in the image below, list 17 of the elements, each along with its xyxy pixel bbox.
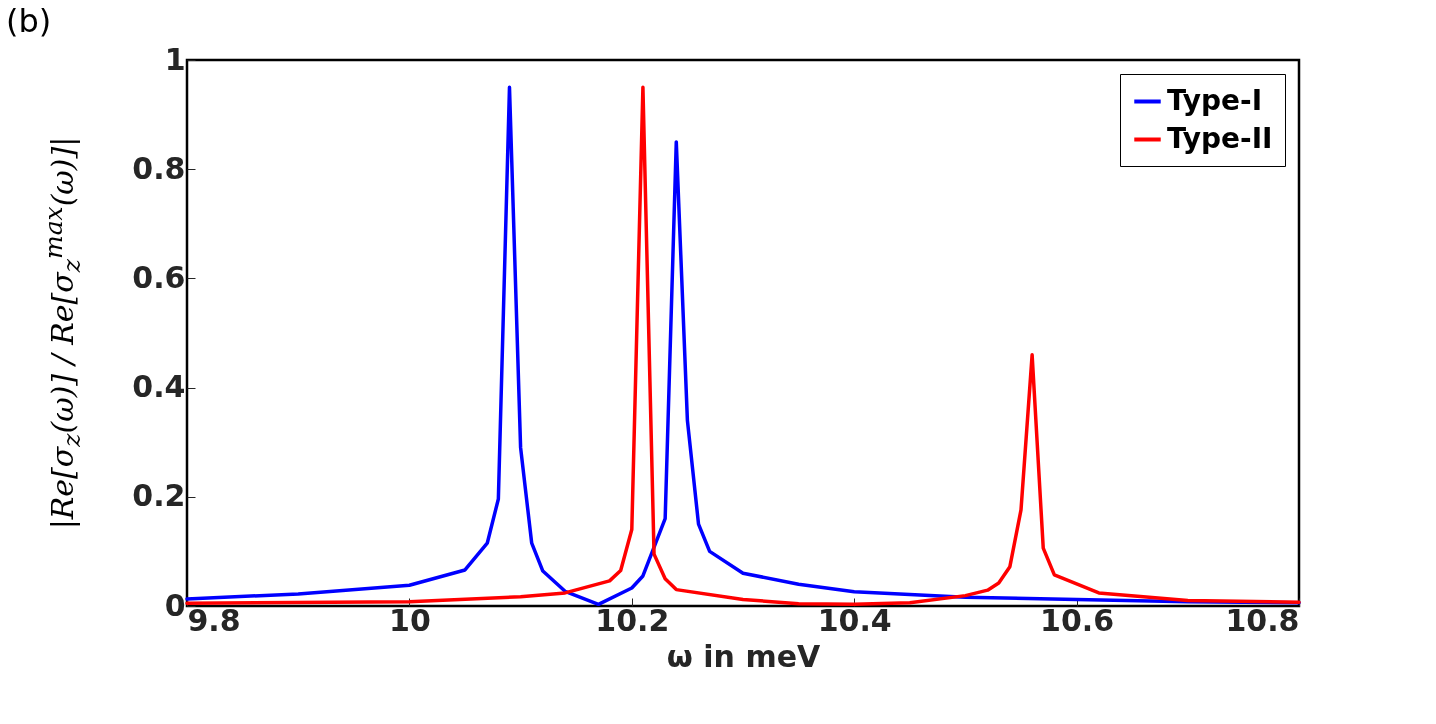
y-tick-label: 0.4 [132,369,186,405]
x-tick-label: 10 [389,602,431,638]
y-tick-label: 0.8 [132,150,186,186]
legend-label: Type-I [1167,83,1263,117]
x-tick-label: 10.4 [817,602,892,638]
line-series [185,85,1301,607]
x-tick-label: 10.2 [595,602,670,638]
x-tick-label: 10.8 [1225,602,1300,638]
y-tick-label: 0.2 [132,478,186,514]
legend-label: Type-II [1167,121,1273,155]
x-axis-title: ω in meV [666,638,821,674]
y-tick-label: 0 [164,587,186,623]
y-tick-label: 1 [164,41,186,77]
x-tick-label: 10.6 [1040,602,1115,638]
y-tick-label: 0.6 [132,259,186,295]
x-tick-label: 9.8 [187,602,241,638]
text: (b) [6,2,52,40]
